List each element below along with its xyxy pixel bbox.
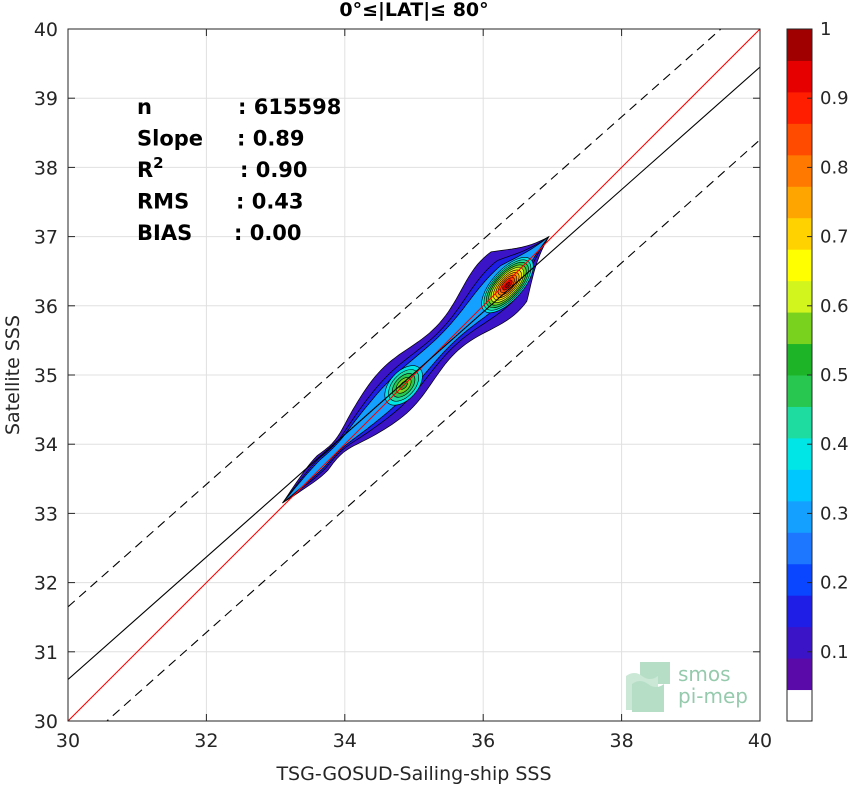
colorbar-segment (787, 217, 812, 250)
x-tick-label: 40 (748, 730, 772, 752)
watermark-line1: smos (678, 662, 731, 686)
stat-label: Slope (137, 127, 203, 151)
colorbar-tick-label: 0.7 (820, 227, 849, 248)
colorbar-segment (787, 406, 812, 439)
y-tick-label: 30 (34, 711, 58, 733)
y-tick-label: 35 (34, 365, 58, 387)
colorbar-tick-label: 0.4 (820, 434, 849, 455)
y-tick-label: 40 (34, 19, 58, 41)
colorbar-tick-label: 0.2 (820, 573, 849, 594)
y-tick-label: 37 (34, 227, 58, 249)
colorbar-segment (787, 186, 812, 219)
y-tick-label: 31 (34, 642, 58, 664)
x-tick-label: 34 (333, 730, 357, 752)
stat-value: : 615598 (238, 95, 341, 119)
stat-value: : 0.43 (236, 190, 304, 214)
colorbar-segment (787, 658, 812, 691)
colorbar-segment (787, 249, 812, 282)
colorbar-segment (787, 91, 812, 124)
colorbar-segment (787, 29, 812, 61)
colorbar-segment (787, 532, 812, 565)
stat-superscript: 2 (153, 154, 163, 172)
colorbar-segment (787, 437, 812, 470)
reference-lines (68, 29, 760, 721)
stat-value: : 0.90 (240, 158, 308, 182)
stat-value: : 0.89 (237, 127, 305, 151)
colorbar-segment (787, 689, 812, 722)
stat-label: n (137, 95, 152, 119)
colorbar-tick-label: 0.8 (820, 157, 849, 178)
stat-label: BIAS (137, 221, 192, 245)
chart-title: 0°≤|LAT|≤ 80° (339, 0, 488, 21)
y-tick-label: 39 (34, 88, 58, 110)
y-tick-label: 34 (34, 434, 58, 456)
x-tick-label: 38 (610, 730, 634, 752)
line-regression (68, 66, 760, 680)
y-tick-label: 38 (34, 157, 58, 179)
colorbar-segment (787, 469, 812, 502)
x-axis-label: TSG-GOSUD-Sailing-ship SSS (275, 763, 551, 785)
stat-value: : 0.00 (234, 221, 302, 245)
colorbar-segment (787, 375, 812, 407)
y-tick-label: 32 (34, 573, 58, 595)
colorbar-segment (787, 280, 812, 313)
grid (67, 28, 761, 722)
colorbar-tick-label: 0.6 (820, 296, 849, 317)
colorbar-tick-label: 0.1 (820, 642, 849, 663)
line-1-1-line (68, 29, 760, 721)
x-tick-label: 36 (471, 730, 495, 752)
colorbar-segment (787, 154, 812, 187)
colorbar-segment (787, 60, 812, 93)
colorbar-tick-label: 0.9 (820, 88, 849, 109)
density-peak-contour (504, 282, 511, 288)
y-tick-label: 36 (34, 296, 58, 318)
colorbar: 0.1 0.2 0.3 0.4 0.5 0.6 0.7 0.8 0.9 1 (786, 19, 849, 722)
x-tick-label: 30 (56, 730, 80, 752)
y-axis-label: Satellite SSS (2, 315, 24, 435)
watermark-line2: pi-mep (678, 684, 748, 708)
colorbar-segment (787, 343, 812, 376)
watermark: smos pi-mep (626, 662, 748, 712)
colorbar-segment (787, 595, 812, 628)
colorbar-tick-label: 1 (820, 19, 831, 40)
colorbar-segment (787, 123, 812, 156)
colorbar-segment (787, 500, 812, 533)
stat-label: RMS (137, 190, 189, 214)
smos-logo-icon (626, 662, 670, 712)
y-tick-label: 33 (34, 503, 58, 525)
axis-ticks: 30 32 34 36 38 40 30 31 32 33 34 35 36 37 38 39 40 (34, 19, 772, 752)
colorbar-segment (787, 626, 812, 659)
density-contours (282, 235, 550, 504)
line-upper-bound (68, 29, 722, 608)
colorbar-segment (787, 563, 812, 596)
colorbar-tick-label: 0.5 (820, 365, 849, 386)
colorbar-tick-label: 0.3 (820, 503, 849, 524)
line-lower-bound (106, 139, 760, 721)
x-tick-label: 32 (194, 730, 218, 752)
colorbar-segment (787, 312, 812, 345)
